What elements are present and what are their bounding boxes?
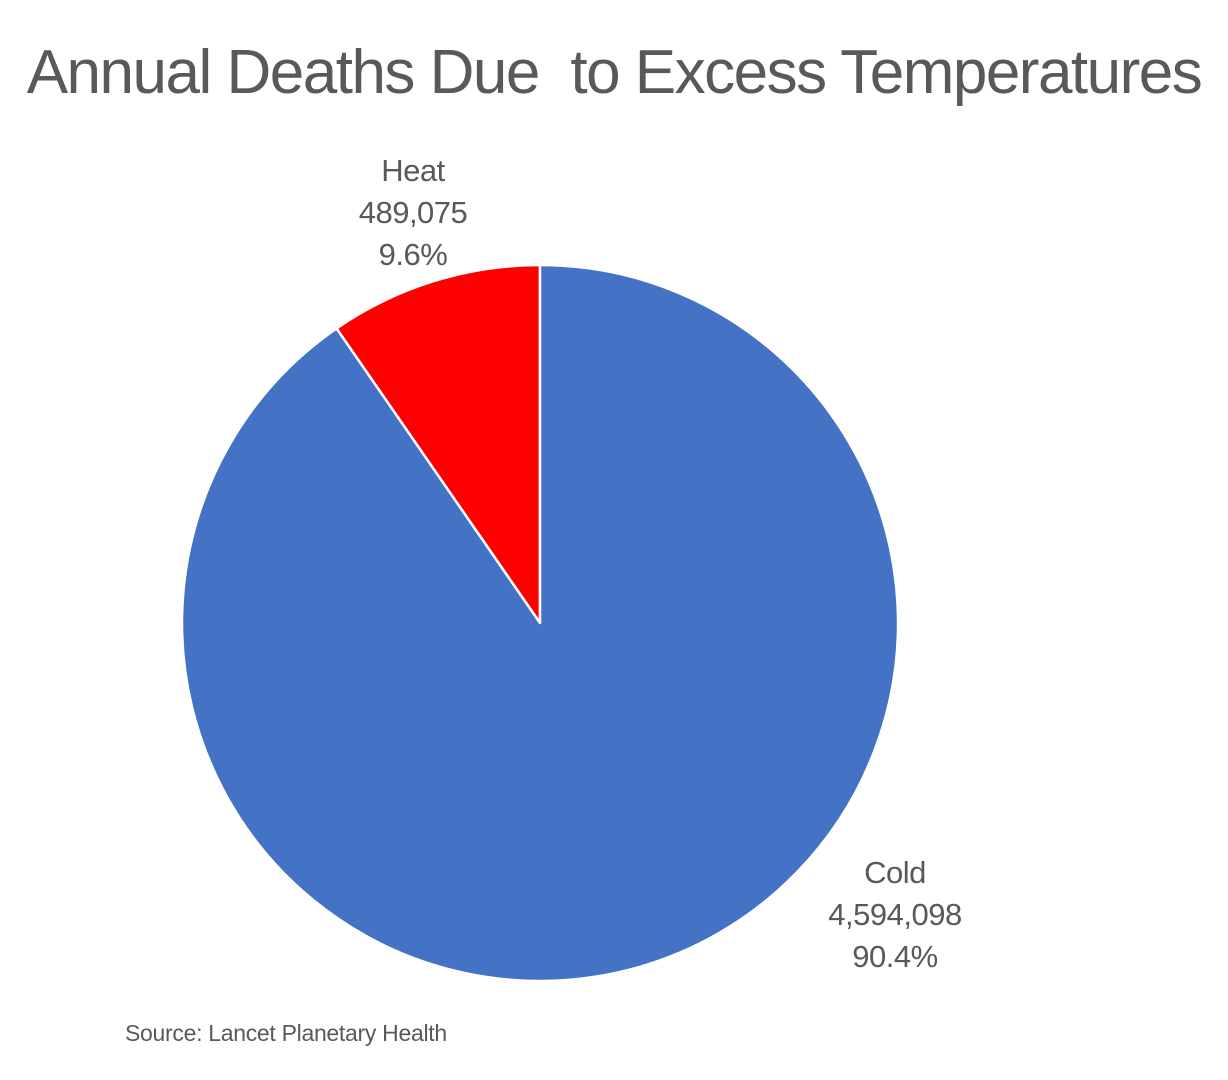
pie-slices	[180, 263, 900, 983]
chart-title: Annual Deaths Due to Excess Temperatures	[26, 38, 1203, 107]
slice-value-heat: 489,075	[358, 195, 468, 230]
slice-percent-cold: 90.4%	[852, 939, 938, 974]
pie-slice-cold	[180, 263, 900, 983]
slice-value-cold: 4,594,098	[828, 897, 962, 932]
slice-percent-heat: 9.6%	[378, 237, 448, 272]
slice-name-heat: Heat	[381, 153, 445, 188]
pie-slice-heat	[335, 263, 542, 625]
slice-label-heat: Heat 489,075 9.6%	[318, 150, 508, 276]
slice-name-cold: Cold	[864, 855, 926, 890]
slice-label-cold: Cold 4,594,098 90.4%	[785, 852, 1005, 978]
source-note: Source: Lancet Planetary Health	[125, 1020, 447, 1046]
